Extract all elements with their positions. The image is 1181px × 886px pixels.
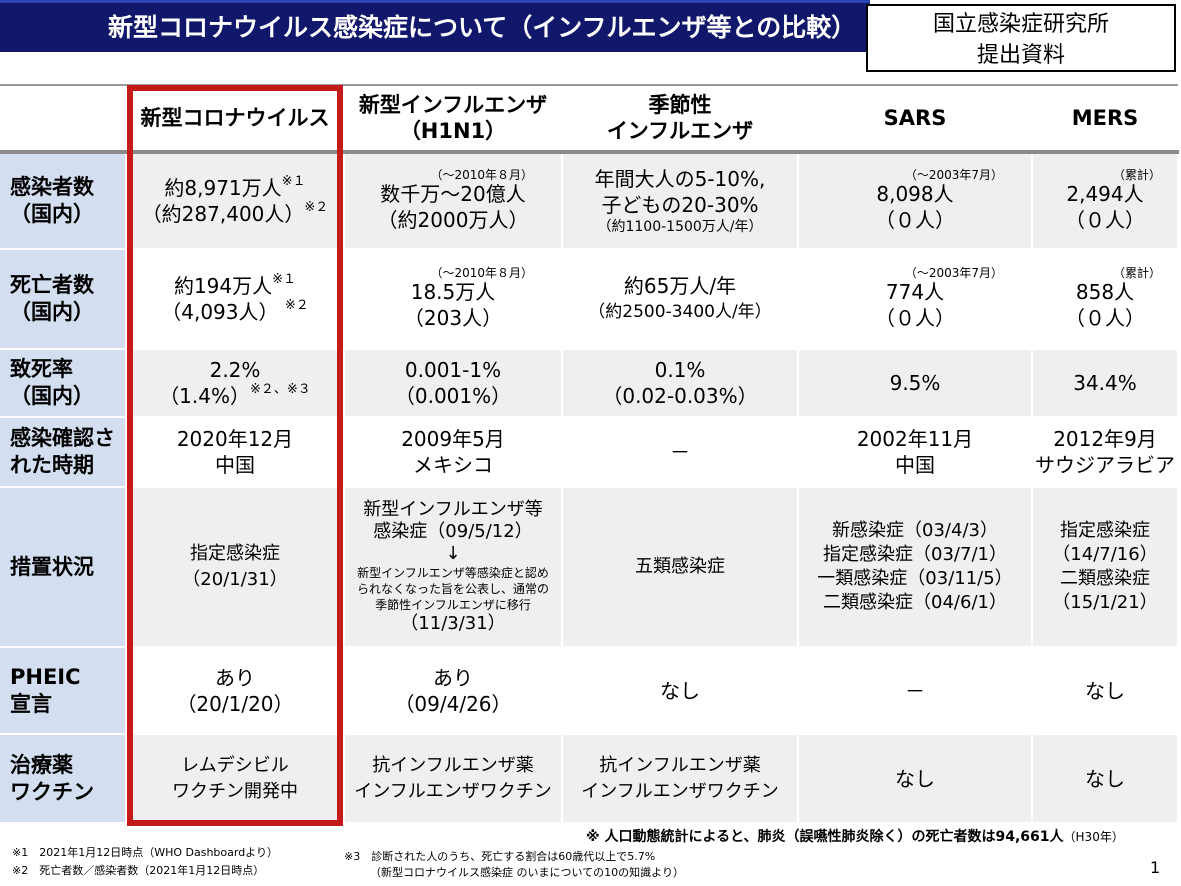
header-covid: 新型コロナウイルス: [126, 84, 344, 154]
cell-sars: 2002年11月 中国: [797, 417, 1033, 488]
header-seasonal: 季節性 インフルエンザ: [562, 84, 798, 154]
row-label: 感染者数 （国内）: [0, 152, 126, 250]
footnote-pneumonia: ※ 人口動態統計によると、肺炎（誤嚥性肺炎除く）の死亡者数は94,661人（H3…: [586, 829, 1124, 845]
cell-sars: 新感染症（03/4/3） 指定感染症（03/7/1） 一類感染症（03/11/5…: [797, 487, 1033, 648]
cell-seasonal: なし: [561, 647, 799, 735]
table-row-first-confirmed: 感染確認さ れた時期 2020年12月 中国 2009年5月 メキシコ － 200…: [0, 417, 1179, 488]
cell-covid: 約194万人※１ （4,093人） ※２: [125, 249, 345, 350]
cell-seasonal: －: [561, 417, 799, 488]
cell-covid: あり （20/1/20）: [125, 647, 345, 735]
page-title: 新型コロナウイルス感染症について（インフルエンザ等との比較）: [0, 0, 870, 52]
cell-mers: （累計） 2,494人 （０人）: [1031, 152, 1179, 250]
cell-sars: （～2003年7月） 774人 （０人）: [797, 249, 1033, 350]
cell-h1n1: 抗インフルエンザ薬 インフルエンザワクチン: [343, 734, 563, 822]
cell-covid: 指定感染症 （20/1/31）: [125, 487, 345, 648]
table-row-treatment: 治療薬 ワクチン レムデシビル ワクチン開発中 抗インフルエンザ薬 インフルエンザ…: [0, 734, 1179, 822]
cell-h1n1: （～2010年８月） 数千万～20億人 （約2000万人）: [343, 152, 563, 250]
table-row-deaths: 死亡者数 （国内） 約194万人※１ （4,093人） ※２ （～2010年８月）…: [0, 249, 1179, 350]
page-number: 1: [1150, 858, 1161, 877]
row-label: 措置状況: [0, 487, 126, 648]
footnote-3-source: （新型コロナウイルス感染症 のいまについての10の知識より）: [370, 866, 684, 879]
cell-mers: （累計） 858人 （０人）: [1031, 249, 1179, 350]
cell-sars: －: [797, 647, 1033, 735]
row-label: 治療薬 ワクチン: [0, 734, 126, 822]
source-box: 国立感染症研究所 提出資料: [866, 4, 1176, 72]
cell-mers: なし: [1031, 734, 1179, 822]
cell-covid: 2020年12月 中国: [125, 417, 345, 488]
footnote-2: ※2 死亡者数／感染者数（2021年1月12日時点）: [12, 864, 265, 877]
table-row-fatality: 致死率 （国内） 2.2% （1.4%）※２、※３ 0.001-1% （0.001…: [0, 349, 1179, 418]
header-mers: MERS: [1032, 84, 1178, 154]
footnote-1: ※1 2021年1月12日時点（WHO Dashboardより）: [12, 846, 278, 859]
cell-sars: なし: [797, 734, 1033, 822]
cell-seasonal: 約65万人/年 （約2500-3400人/年）: [561, 249, 799, 350]
cell-h1n1: あり （09/4/26）: [343, 647, 563, 735]
row-label: 致死率 （国内）: [0, 349, 126, 418]
cell-h1n1: （～2010年８月） 18.5万人 （203人）: [343, 249, 563, 350]
cell-covid: 2.2% （1.4%）※２、※３: [125, 349, 345, 418]
cell-covid: レムデシビル ワクチン開発中: [125, 734, 345, 822]
header-row: 新型コロナウイルス 新型インフルエンザ （H1N1） 季節性 インフルエンザ SAR…: [0, 84, 1178, 154]
cell-sars: （～2003年7月） 8,098人 （０人）: [797, 152, 1033, 250]
cell-sars: 9.5%: [797, 349, 1033, 418]
cell-seasonal: 抗インフルエンザ薬 インフルエンザワクチン: [561, 734, 799, 822]
cell-mers: 指定感染症 （14/7/16） 二類感染症 （15/1/21）: [1031, 487, 1179, 648]
cell-mers: なし: [1031, 647, 1179, 735]
cell-seasonal: 五類感染症: [561, 487, 799, 648]
comparison-table: 新型コロナウイルス 新型インフルエンザ （H1N1） 季節性 インフルエンザ SAR…: [0, 84, 1179, 824]
cell-mers: 34.4%: [1031, 349, 1179, 418]
source-label: 提出資料: [976, 43, 1065, 68]
row-label: PHEIC 宣言: [0, 647, 126, 735]
cell-mers: 2012年9月 サウジアラビア: [1031, 417, 1179, 488]
row-label: 感染確認さ れた時期: [0, 417, 126, 488]
header-sars: SARS: [798, 84, 1032, 154]
table-row-measures: 措置状況 指定感染症 （20/1/31） 新型インフルエンザ等 感染症（09/5…: [0, 487, 1179, 648]
cell-seasonal: 年間大人の5-10%, 子どもの20-30% （約1100-1500万人/年）: [561, 152, 799, 250]
cell-covid: 約8,971万人※１ （約287,400人）※２: [125, 152, 345, 250]
cell-h1n1: 2009年5月 メキシコ: [343, 417, 563, 488]
header-corner: [0, 84, 126, 154]
down-arrow-icon: ↓: [445, 543, 461, 564]
cell-seasonal: 0.1% （0.02-0.03%）: [561, 349, 799, 418]
table-row-infections: 感染者数 （国内） 約8,971万人※１ （約287,400人）※２ （～2010…: [0, 152, 1179, 250]
row-label: 死亡者数 （国内）: [0, 249, 126, 350]
header-h1n1: 新型インフルエンザ （H1N1）: [344, 84, 562, 154]
table-row-pheic: PHEIC 宣言 あり （20/1/20） あり （09/4/26） なし － な…: [0, 647, 1179, 735]
title-underline: [0, 52, 870, 60]
cell-h1n1: 新型インフルエンザ等 感染症（09/5/12） ↓ 新型インフルエンザ等感染症と…: [343, 487, 563, 648]
source-institution: 国立感染症研究所: [932, 12, 1109, 37]
cell-h1n1: 0.001-1% （0.001%）: [343, 349, 563, 418]
footnote-3: ※3 診断された人のうち、死亡する割合は60歳代以上で5.7%: [344, 850, 656, 863]
